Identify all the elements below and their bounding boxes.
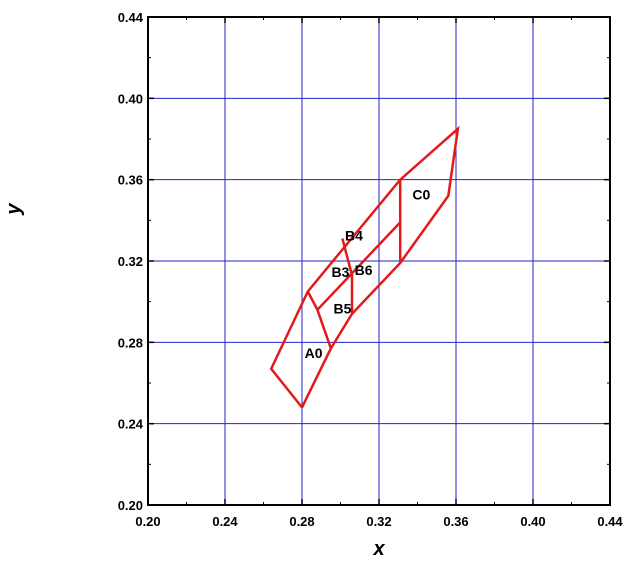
y-tick-label: 0.20 [118, 498, 143, 513]
region-label: B3 [332, 264, 350, 280]
axis-tick-labels: 0.20 0.24 0.28 0.32 0.36 0.40 0.44 0.20 0.24 0.28… [118, 10, 624, 529]
region-boundary-line [316, 179, 402, 311]
y-tick-label: 0.44 [118, 10, 144, 25]
region-label: A0 [305, 345, 323, 361]
region-label: C0 [412, 187, 430, 203]
y-tick-label: 0.36 [118, 173, 143, 188]
region-label: B5 [333, 301, 351, 317]
x-tick-label: 0.44 [597, 514, 623, 529]
x-tick-label: 0.20 [135, 514, 160, 529]
y-axis-title: y [3, 203, 25, 216]
y-tick-label: 0.40 [118, 91, 143, 106]
y-tick-label: 0.24 [118, 417, 144, 432]
region-boundary-line [341, 238, 354, 314]
x-tick-label: 0.28 [289, 514, 314, 529]
region-label: B4 [345, 227, 363, 243]
y-tick-label: 0.28 [118, 335, 143, 350]
region-labels: A0 B5 B3 B6 B4 C0 [305, 187, 431, 362]
y-tick-label: 0.32 [118, 254, 143, 269]
region-boundary-line [269, 125, 460, 409]
x-tick-label: 0.40 [520, 514, 545, 529]
plot-frame [147, 16, 611, 506]
x-tick-label: 0.24 [212, 514, 238, 529]
region-label: B6 [355, 262, 373, 278]
x-tick-label: 0.32 [366, 514, 391, 529]
x-tick-label: 0.36 [443, 514, 468, 529]
x-axis-title: x [372, 538, 385, 560]
grid [148, 17, 610, 505]
series [269, 125, 460, 409]
